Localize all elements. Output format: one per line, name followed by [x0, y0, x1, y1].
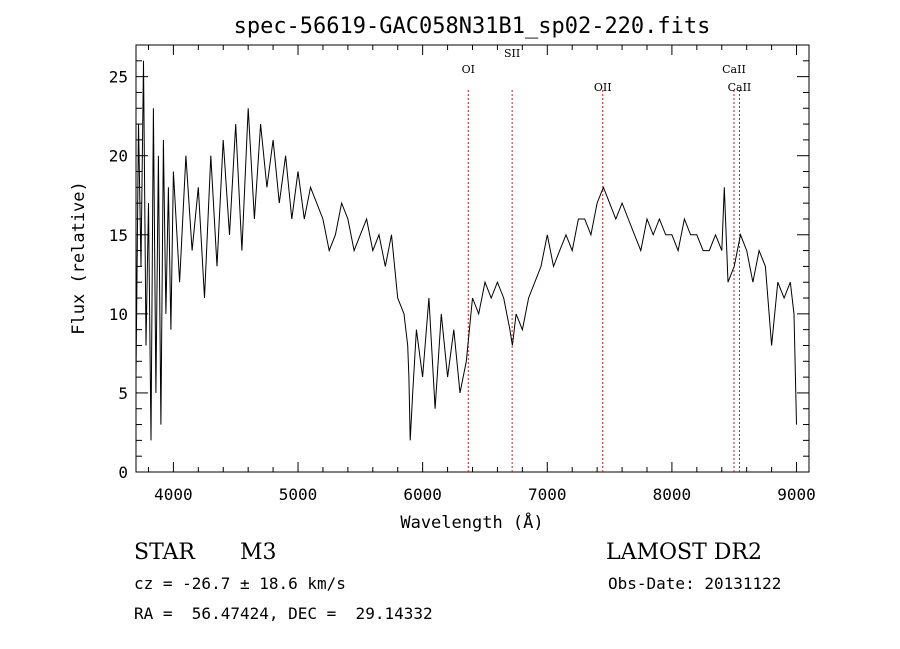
y-tick-label: 0 — [118, 463, 128, 482]
observation-date: Obs-Date: 20131122 — [608, 574, 782, 593]
survey-name: LAMOST DR2 — [606, 540, 762, 565]
marker-label: OII — [594, 81, 612, 94]
y-tick-label: 20 — [109, 147, 128, 166]
object-subclass: M3 — [240, 540, 277, 565]
marker-label: CaII — [728, 81, 752, 94]
line-markers: OI SII OII CaII CaII — [462, 47, 752, 472]
y-axis-label: Flux (relative) — [69, 181, 89, 335]
marker-label: OI — [462, 63, 475, 76]
object-class: STAR — [134, 540, 195, 565]
y-tick-label: 15 — [109, 226, 128, 245]
y-tick-label: 10 — [109, 305, 128, 324]
marker-label: SII — [504, 47, 520, 60]
plot-frame — [135, 44, 810, 473]
x-tick-label: 6000 — [403, 485, 442, 504]
x-axis-label: Wavelength (Å) — [400, 511, 543, 533]
y-tick-label: 5 — [118, 384, 128, 403]
x-tick-label: 7000 — [528, 485, 567, 504]
marker-label: CaII — [722, 63, 746, 76]
x-tick-label: 4000 — [154, 485, 193, 504]
series-line — [135, 60, 797, 441]
chart-title: spec-56619-GAC058N31B1_sp02-220.fits — [234, 14, 711, 39]
axis-ticks: 4000 5000 6000 7000 8000 9000 0 5 10 15 20 25 — [109, 44, 816, 504]
x-tick-label: 8000 — [653, 485, 692, 504]
y-tick-label: 25 — [109, 68, 128, 87]
spectrum-series — [135, 60, 797, 441]
x-tick-label: 5000 — [279, 485, 318, 504]
x-tick-label: 9000 — [777, 485, 816, 504]
redshift-value: cz = -26.7 ± 18.6 km/s — [134, 574, 346, 593]
coordinates: RA = 56.47424, DEC = 29.14332 — [134, 604, 433, 623]
